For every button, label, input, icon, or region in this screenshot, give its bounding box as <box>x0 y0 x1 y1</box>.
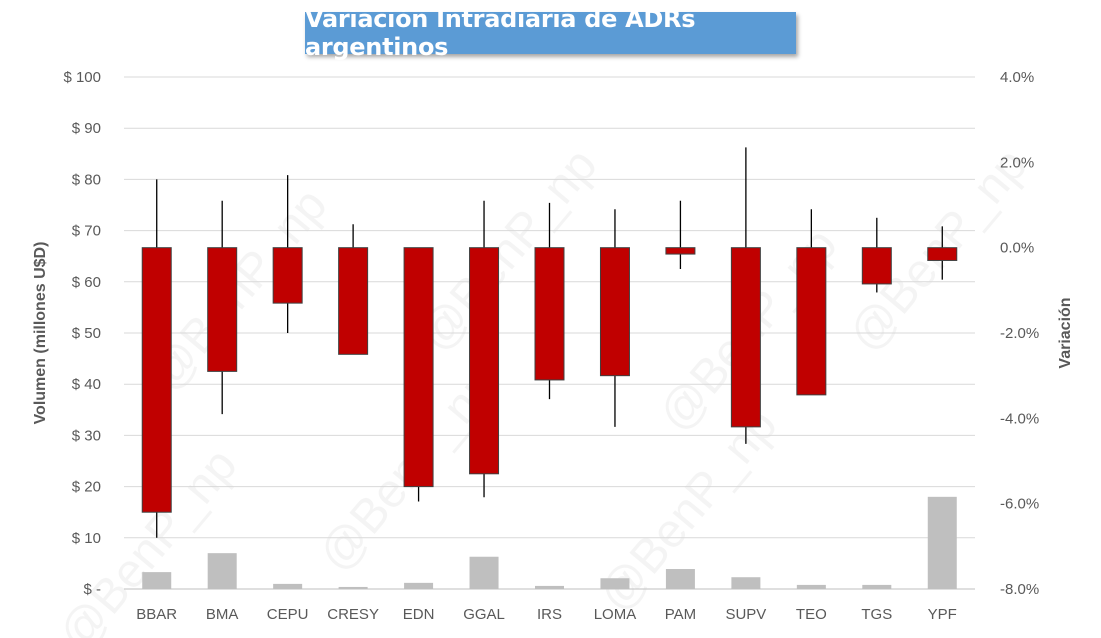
volume-bar-supv <box>731 577 761 589</box>
right-tick-label: -8.0% <box>1000 581 1039 598</box>
volume-bar-bma <box>207 553 237 589</box>
left-tick-label: $ 60 <box>72 274 101 291</box>
x-tick-label-cresy: CRESY <box>327 606 379 623</box>
candle-body-pam <box>665 247 696 255</box>
volume-bars <box>142 496 957 589</box>
x-tick-label-irs: IRS <box>537 606 562 623</box>
candle-body-ggal <box>469 247 500 475</box>
x-tick-label-supv: SUPV <box>725 606 766 623</box>
left-axis: $ - $ 10 $ 20 $ 30 $ 40 $ 50 $ 60 $ 70 $ 80 $ 90 $… <box>63 69 101 598</box>
chart-title-box: Variación Intradiaria de ADRs argentinos <box>305 5 796 61</box>
left-tick-label: $ 10 <box>72 530 101 547</box>
x-tick-label-ggal: GGAL <box>463 606 505 623</box>
x-tick-label-cepu: CEPU <box>267 606 309 623</box>
watermark-text-1: @BenP_np <box>409 139 608 362</box>
candle-body-cresy <box>338 247 369 355</box>
volume-bar-irs <box>535 585 564 589</box>
candle-body-cepu <box>272 247 303 304</box>
volume-bar-ypf <box>927 496 957 589</box>
right-tick-label: -6.0% <box>1000 496 1039 513</box>
left-tick-label: $ 40 <box>72 376 101 393</box>
right-axis: -8.0% -6.0% -4.0% -2.0% 0.0% 2.0% 4.0% <box>1000 69 1039 598</box>
right-tick-label: 2.0% <box>1000 154 1034 171</box>
volume-bar-pam <box>665 569 695 589</box>
x-tick-label-pam: PAM <box>665 606 696 623</box>
left-tick-label: $ 50 <box>72 325 101 342</box>
y-axis-left-title: Volumen (millones U$D) <box>32 242 49 425</box>
left-tick-label: $ 20 <box>72 479 101 496</box>
x-tick-label-edn: EDN <box>403 606 435 623</box>
candle-body-edn <box>403 247 434 488</box>
volume-bar-cresy <box>338 586 368 589</box>
candle-body-irs <box>534 247 565 381</box>
x-tick-label-bma: BMA <box>206 606 239 623</box>
candle-body-supv <box>730 247 761 428</box>
x-axis: BBAR BMA CEPU CRESY EDN GGAL IRS LOMA PAM SUPV TEO… <box>136 606 957 623</box>
x-tick-label-ypf: YPF <box>928 606 957 623</box>
watermark: @BenP_np @BenP_np @BenP_np@BenP_np@BenP_np… <box>49 139 1038 638</box>
candle-body-teo <box>796 247 827 396</box>
volume-bar-ggal <box>469 556 499 589</box>
left-tick-label: $ - <box>83 581 101 598</box>
left-tick-label: $ 30 <box>72 427 101 444</box>
volume-bar-teo <box>796 584 826 589</box>
x-tick-label-tgs: TGS <box>861 606 892 623</box>
candle-body-tgs <box>861 247 892 285</box>
right-tick-label: -2.0% <box>1000 325 1039 342</box>
volume-bar-loma <box>600 578 630 589</box>
right-tick-label: 0.0% <box>1000 240 1034 257</box>
candle-body-ypf <box>927 247 958 261</box>
candle-body-bma <box>207 247 238 372</box>
candle-body-loma <box>599 247 630 377</box>
left-tick-label: $ 90 <box>72 120 101 137</box>
x-tick-label-bbar: BBAR <box>136 606 177 623</box>
candles <box>141 147 958 538</box>
right-tick-label: -4.0% <box>1000 410 1039 427</box>
volume-bar-bbar <box>142 572 172 589</box>
y-axis-right-title: Variación <box>1057 297 1074 368</box>
right-tick-label: 4.0% <box>1000 69 1034 86</box>
x-tick-label-loma: LOMA <box>594 606 637 623</box>
left-tick-label: $ 70 <box>72 223 101 240</box>
left-tick-label: $ 80 <box>72 171 101 188</box>
x-tick-label-teo: TEO <box>796 606 827 623</box>
volume-bar-tgs <box>862 584 892 589</box>
volume-bar-edn <box>404 582 434 589</box>
chart-title: Variación Intradiaria de ADRs argentinos <box>305 5 696 61</box>
candle-body-bbar <box>141 247 172 513</box>
volume-bar-cepu <box>273 583 303 589</box>
left-tick-label: $ 100 <box>63 69 101 86</box>
